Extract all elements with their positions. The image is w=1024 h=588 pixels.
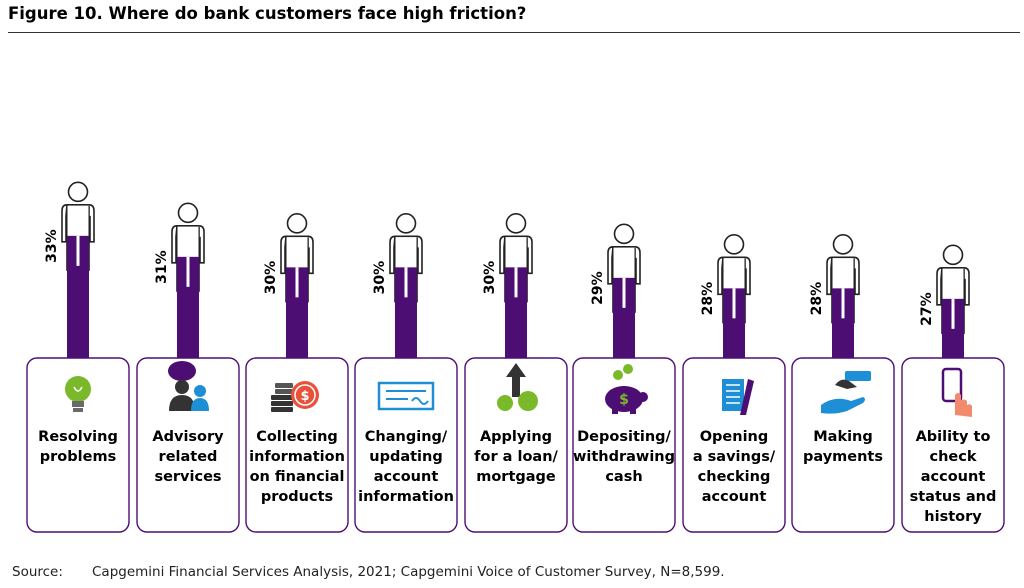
leg-gap — [951, 298, 955, 329]
category-label: information — [358, 489, 454, 505]
column-4: 30% Changing/updating account information — [354, 213, 458, 533]
category-label: Making — [813, 429, 873, 445]
category-label: Collecting — [256, 429, 338, 445]
bar — [177, 256, 199, 358]
leg-gap — [514, 267, 518, 298]
column-3: 30% $ Collecting information on financial pro… — [245, 213, 349, 533]
column-7: 28% Opening a savings/checking account — [682, 234, 786, 533]
source-label: Source: — [12, 564, 63, 580]
piggy-bank-icon: $ — [605, 364, 648, 414]
svg-text:$: $ — [300, 389, 309, 404]
category-label: status and — [910, 489, 997, 505]
category-label: a savings/ — [693, 449, 776, 465]
lightbulb-icon — [65, 376, 91, 412]
category-label: Ability to — [916, 429, 991, 445]
column-9: 27% Ability to check account status and histo… — [901, 244, 1005, 533]
leg-gap — [404, 267, 408, 298]
category-label: services — [154, 469, 221, 485]
leg-gap — [622, 277, 626, 308]
category-label: problems — [40, 449, 116, 465]
category-label: related — [159, 449, 218, 465]
leg-gap — [732, 288, 736, 319]
bar — [613, 277, 635, 358]
coins-stack-icon: $ — [271, 381, 319, 412]
data-label: 33% — [44, 229, 60, 263]
category-label: Applying — [480, 429, 552, 445]
source-note: Source: Capgemini Financial Services Anal… — [12, 564, 725, 580]
advisor-people-icon — [168, 361, 209, 411]
category-label: cash — [605, 469, 642, 485]
category-label: Changing/ — [365, 429, 448, 445]
category-label: Resolving — [38, 429, 118, 445]
account-form-icon — [722, 379, 754, 415]
category-card — [791, 357, 895, 533]
category-label: mortgage — [476, 469, 556, 485]
bar — [505, 267, 527, 358]
data-label: 28% — [700, 282, 716, 316]
bar — [832, 288, 854, 358]
category-card — [26, 357, 130, 533]
leg-gap — [295, 267, 299, 298]
bar — [286, 267, 308, 358]
mobile-touch-icon — [941, 367, 972, 417]
category-card — [464, 357, 568, 533]
category-label: products — [261, 489, 333, 505]
data-label: 30% — [263, 261, 279, 295]
data-label: 31% — [154, 250, 170, 284]
category-label: Depositing/ — [577, 429, 671, 445]
cheque-icon — [377, 381, 435, 411]
figure-title: Figure 10. Where do bank customers face … — [8, 4, 527, 23]
leg-gap — [841, 288, 845, 319]
category-label: account — [374, 469, 439, 485]
category-label: checking — [698, 469, 771, 485]
category-label: updating — [369, 449, 442, 465]
title-rule — [8, 32, 1020, 33]
column-2: 31% Advisory related services — [136, 202, 240, 533]
category-label: for a loan/ — [474, 449, 558, 465]
source-text: Capgemini Financial Services Analysis, 2… — [92, 564, 725, 580]
data-label: 29% — [590, 271, 606, 305]
bar — [67, 235, 89, 358]
column-5: 30% Applying for a loan/mortgage — [464, 213, 568, 533]
bar — [395, 267, 417, 358]
category-label: account — [702, 489, 767, 505]
data-label: 30% — [482, 261, 498, 295]
category-label: account — [921, 469, 986, 485]
category-card — [572, 357, 676, 533]
category-label: information — [249, 449, 345, 465]
category-label: payments — [803, 449, 883, 465]
column-6: 29% $ Depositing/withdrawing cash — [572, 223, 676, 533]
loan-growth-icon — [497, 363, 538, 411]
data-label: 30% — [372, 261, 388, 295]
category-label: Opening — [700, 429, 769, 445]
category-label: Advisory — [152, 429, 224, 445]
category-card — [682, 357, 786, 533]
svg-text:$: $ — [619, 392, 629, 408]
column-1: 33% Resolving problems — [26, 181, 130, 533]
category-label: on financial — [250, 469, 345, 485]
category-card — [136, 357, 240, 533]
category-label: history — [924, 509, 982, 525]
leg-gap — [76, 235, 80, 266]
data-label: 27% — [919, 292, 935, 326]
leg-gap — [186, 256, 190, 287]
bar — [723, 288, 745, 358]
category-card — [901, 357, 1005, 533]
data-label: 28% — [809, 282, 825, 316]
category-label: check — [930, 449, 977, 465]
category-label: withdrawing — [573, 449, 675, 465]
payment-hand-icon — [821, 371, 871, 414]
column-8: 28% Making payments — [791, 234, 895, 533]
